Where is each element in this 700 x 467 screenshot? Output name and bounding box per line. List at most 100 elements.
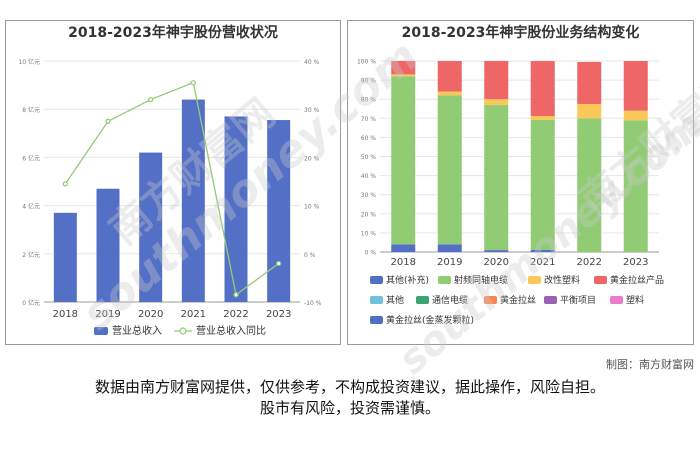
structure-chart: 0 % 10 % 20 % 30 % 40 % 50 % 60 % 70 % 80 % 90 % 1… (357, 59, 664, 327)
x-tick-label: 2021 (530, 257, 555, 268)
disclaimer-line-2: 股市有风险，投资需谨慎。 (259, 399, 440, 417)
stack-segment (391, 76, 416, 245)
legend-label: 其他 (386, 294, 404, 306)
legend-label: 通信电缆 (432, 294, 468, 306)
y2-tick-label: 40 % (304, 59, 320, 66)
y-tick-label: 40 % (361, 173, 377, 180)
stack-segment (484, 61, 509, 100)
stack-segment (484, 99, 509, 105)
stack-segment (391, 244, 416, 252)
y2-tick-label: 0 % (304, 252, 316, 259)
x-tick-label: 2021 (181, 309, 206, 320)
legend-label: 平衡项目 (560, 294, 596, 306)
yoy-point (233, 292, 239, 298)
legend-swatch (370, 276, 383, 284)
revenue-chart-panel: 2018-2023年神宇股份营收状况 0 亿元 -10 % 2 亿元 0 % 4 亿元 1… (5, 20, 341, 345)
legend-label: 黄金拉丝 (500, 294, 536, 306)
x-tick-label: 2023 (623, 257, 648, 268)
legend-swatch (528, 276, 541, 284)
legend-label: 黄金拉丝产品 (610, 274, 664, 286)
revenue-bar (53, 212, 77, 302)
revenue-bar (267, 120, 291, 302)
y-tick-label: 4 亿元 (22, 203, 40, 211)
credit-label: 制图：南方财富网 (606, 358, 694, 371)
legend-label: 射频同轴电缆 (454, 274, 508, 286)
yoy-point (190, 80, 196, 86)
revenue-bar (139, 152, 163, 302)
stack-segment (530, 119, 555, 250)
revenue-bar (96, 188, 120, 302)
x-tick-label: 2022 (577, 257, 602, 268)
y-tick-label: 0 亿元 (22, 299, 40, 307)
revenue-chart-title: 2018-2023年神宇股份营收状况 (68, 25, 278, 41)
stack-segment (437, 95, 462, 245)
legend-swatch (594, 276, 607, 284)
stack-segment (437, 61, 462, 92)
x-tick-label: 2020 (138, 309, 163, 320)
y-tick-label: 8 亿元 (22, 106, 40, 114)
disclaimer-line-1: 数据由南方财富网提供，仅供参考，不构成投资建议，据此操作，风险自担。 (94, 378, 605, 396)
legend-swatch (610, 296, 623, 304)
legend-label-yoy: 营业总收入同比 (196, 324, 266, 337)
y-tick-label: 30 % (361, 192, 377, 199)
stack-segment (391, 74, 416, 77)
stack-segment (484, 104, 509, 251)
legend-label: 黄金拉丝(金蒸发颗粒) (386, 314, 474, 326)
y-tick-label: 100 % (357, 59, 376, 66)
legend-marker-yoy (179, 327, 187, 335)
y-tick-label: 70 % (361, 116, 377, 123)
revenue-bar (224, 116, 248, 303)
y-tick-label: 20 % (361, 211, 377, 218)
stack-segment (623, 110, 648, 121)
stack-segment (577, 61, 602, 104)
yoy-point (62, 181, 68, 187)
y2-tick-label: -10 % (304, 300, 322, 307)
legend-label: 其他(补充) (386, 274, 429, 286)
revenue-chart: 0 亿元 -10 % 2 亿元 0 % 4 亿元 10 % 6 亿元 20 % 8 亿元 30 %… (18, 58, 322, 337)
legend-label: 改性塑料 (544, 274, 580, 286)
legend-swatch (544, 296, 557, 304)
y-tick-label: 0 % (365, 250, 377, 257)
x-tick-label: 2019 (437, 257, 462, 268)
y-tick-label: 2 亿元 (22, 251, 40, 259)
x-tick-label: 2018 (53, 309, 78, 320)
x-tick-label: 2019 (95, 309, 120, 320)
yoy-point (148, 96, 154, 103)
x-tick-label: 2023 (266, 309, 291, 320)
stack-segment (437, 91, 462, 96)
legend-label: 塑料 (626, 294, 644, 306)
x-tick-label: 2022 (223, 309, 248, 320)
legend-swatch-revenue (94, 327, 108, 335)
structure-chart-title: 2018-2023年神宇股份业务结构变化 (401, 25, 640, 41)
y2-tick-label: 20 % (304, 155, 320, 162)
stack-segment (530, 116, 555, 120)
x-tick-label: 2020 (484, 257, 509, 268)
legend-label-revenue: 营业总收入 (112, 324, 162, 337)
stack-segment (577, 118, 602, 252)
y2-tick-label: 10 % (304, 204, 320, 211)
y-tick-label: 10 % (361, 230, 377, 237)
x-tick-label: 2018 (391, 257, 416, 268)
stack-segment (623, 120, 648, 253)
y-tick-label: 80 % (361, 97, 377, 104)
y2-tick-label: 30 % (304, 107, 320, 114)
y-tick-label: 60 % (361, 135, 377, 142)
legend-swatch (370, 296, 383, 304)
y-tick-label: 6 亿元 (22, 154, 40, 162)
revenue-bar (181, 99, 205, 302)
legend-swatch (484, 296, 497, 304)
stack-segment (391, 61, 416, 75)
y-tick-label: 90 % (361, 78, 377, 85)
stack-segment (530, 249, 555, 252)
legend-swatch (370, 316, 383, 324)
yoy-point (276, 260, 282, 267)
yoy-point (105, 118, 111, 124)
stack-segment (577, 103, 602, 119)
stack-segment (623, 61, 648, 111)
stack-segment (530, 61, 555, 117)
stack-segment (437, 244, 462, 252)
y-tick-label: 10 亿元 (18, 58, 40, 66)
legend-swatch (416, 296, 429, 304)
y-tick-label: 50 % (361, 154, 377, 161)
legend-swatch (438, 276, 451, 284)
